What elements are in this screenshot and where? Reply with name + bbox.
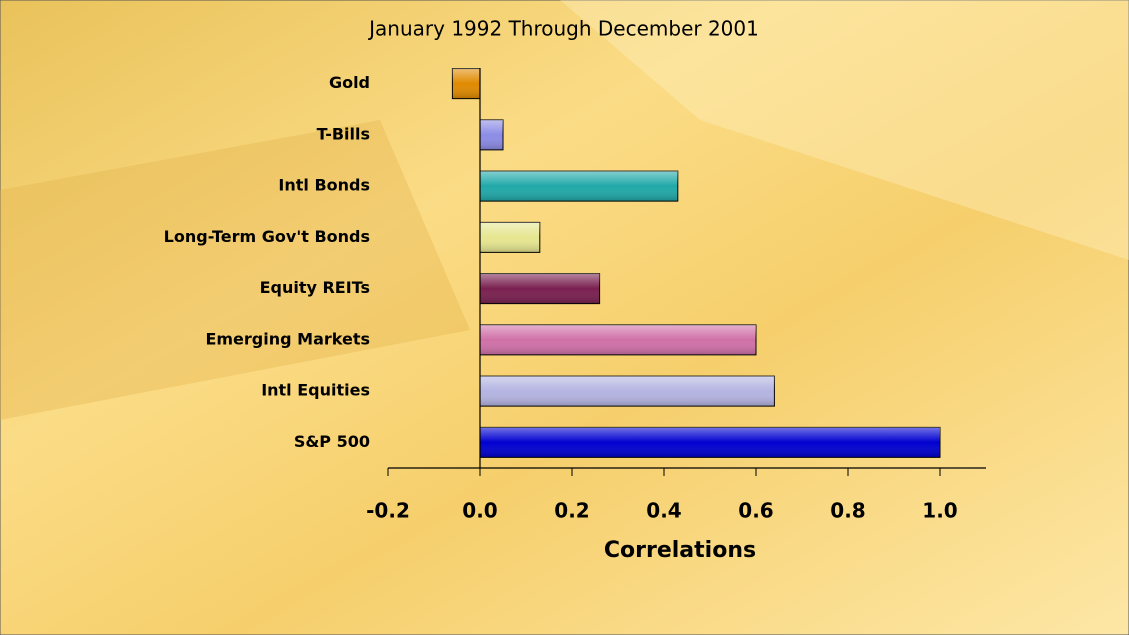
bar [480, 325, 756, 355]
y-tick-label: Emerging Markets [205, 329, 370, 348]
x-tick-label: 0.0 [462, 499, 497, 523]
y-tick-label: S&P 500 [294, 432, 370, 451]
y-tick-label: Long-Term Gov't Bonds [164, 227, 370, 246]
bar [480, 376, 774, 406]
bar [480, 171, 678, 201]
y-tick-label: Equity REITs [260, 278, 370, 297]
x-tick-label: -0.2 [366, 499, 410, 523]
x-tick-label: 0.2 [554, 499, 589, 523]
bar [480, 274, 600, 304]
bar [480, 222, 540, 252]
chart-title: January 1992 Through December 2001 [367, 17, 759, 41]
bar [480, 120, 503, 150]
x-axis-label: Correlations [604, 538, 756, 563]
y-tick-label: Intl Equities [261, 381, 370, 400]
y-tick-label: Gold [329, 73, 370, 92]
x-tick-label: 1.0 [922, 499, 957, 523]
chart: January 1992 Through December 2001 Corre… [0, 0, 1129, 635]
bar [452, 69, 480, 99]
bar [480, 427, 940, 457]
x-tick-label: 0.4 [646, 499, 681, 523]
y-tick-label: Intl Bonds [278, 176, 370, 195]
y-tick-label: T-Bills [317, 124, 370, 143]
x-tick-label: 0.6 [738, 499, 773, 523]
x-tick-label: 0.8 [830, 499, 865, 523]
